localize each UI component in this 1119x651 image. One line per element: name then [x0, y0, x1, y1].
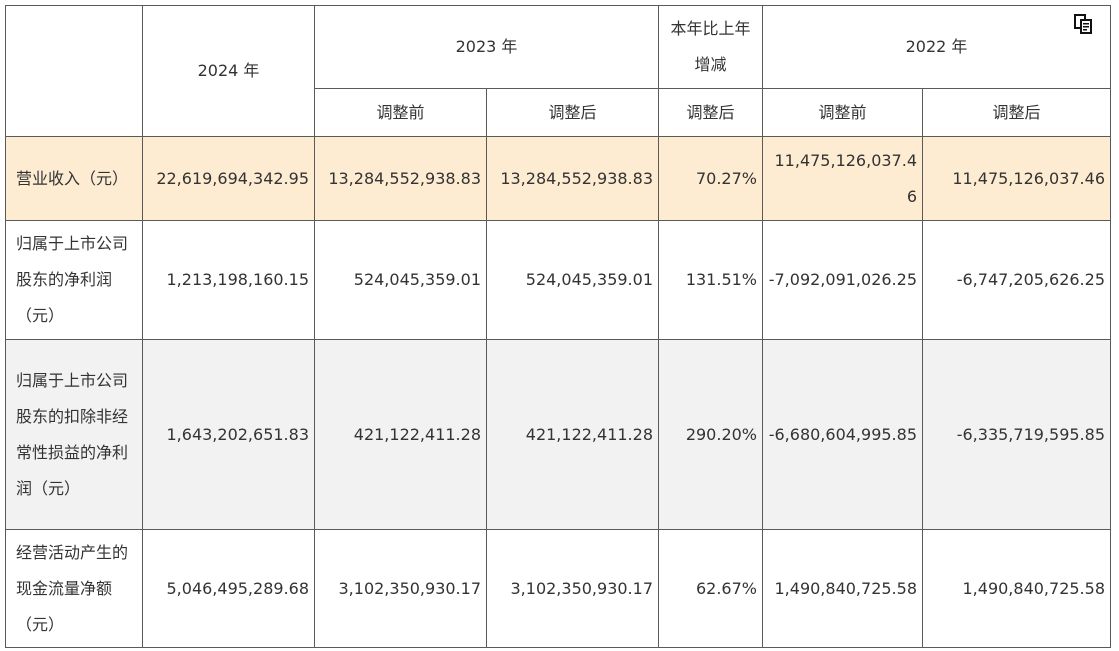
value-2023-after: 13,284,552,938.83: [486, 136, 659, 221]
value-2022-after: -6,335,719,595.85: [922, 339, 1111, 530]
value-yoy: 290.20%: [658, 339, 763, 530]
value-2024: 5,046,495,289.68: [142, 529, 315, 648]
value-yoy: 70.27%: [658, 136, 763, 221]
row-label: 归属于上市公司股东的扣除非经常性损益的净利润（元）: [5, 339, 143, 530]
header-yoy-after: 调整后: [658, 88, 763, 137]
table-row: 归属于上市公司股东的净利润（元） 1,213,198,160.15 524,04…: [5, 220, 1111, 340]
header-yoy: 本年比上年增减: [658, 5, 763, 89]
header-2023: 2023 年: [314, 5, 659, 89]
value-2023-after: 3,102,350,930.17: [486, 529, 659, 648]
value-2022-before: 1,490,840,725.58: [762, 529, 923, 648]
row-label: 归属于上市公司股东的净利润（元）: [5, 220, 143, 340]
value-2022-after: 1,490,840,725.58: [922, 529, 1111, 648]
value-2022-before: -7,092,091,026.25: [762, 220, 923, 340]
header-2022-after: 调整后: [922, 88, 1111, 137]
table-row: 营业收入（元） 22,619,694,342.95 13,284,552,938…: [5, 136, 1111, 221]
copy-icon[interactable]: [1072, 13, 1094, 35]
value-2023-before: 524,045,359.01: [314, 220, 487, 340]
value-2023-before: 3,102,350,930.17: [314, 529, 487, 648]
row-label: 经营活动产生的现金流量净额（元）: [5, 529, 143, 648]
value-2023-before: 421,122,411.28: [314, 339, 487, 530]
financial-table: 2024 年 2023 年 本年比上年增减 2022 年 调整前 调整后 调整后…: [5, 5, 1111, 648]
corner-cell: [5, 5, 143, 137]
value-2024: 1,213,198,160.15: [142, 220, 315, 340]
header-2023-before: 调整前: [314, 88, 487, 137]
value-2022-after: -6,747,205,626.25: [922, 220, 1111, 340]
header-2024: 2024 年: [142, 5, 315, 137]
table-row: 归属于上市公司股东的扣除非经常性损益的净利润（元） 1,643,202,651.…: [5, 339, 1111, 530]
value-2023-before: 13,284,552,938.83: [314, 136, 487, 221]
value-2024: 1,643,202,651.83: [142, 339, 315, 530]
header-row-2: 调整前 调整后 调整后 调整前 调整后: [6, 88, 1111, 137]
value-2022-before: -6,680,604,995.85: [762, 339, 923, 530]
value-2022-after: 11,475,126,037.46: [922, 136, 1111, 221]
value-2023-after: 421,122,411.28: [486, 339, 659, 530]
table-row: 经营活动产生的现金流量净额（元） 5,046,495,289.68 3,102,…: [5, 529, 1111, 648]
value-yoy: 131.51%: [658, 220, 763, 340]
header-2022-before: 调整前: [762, 88, 923, 137]
header-row-1: 2024 年 2023 年 本年比上年增减 2022 年: [5, 5, 1111, 137]
value-2023-after: 524,045,359.01: [486, 220, 659, 340]
header-2022: 2022 年: [762, 5, 1111, 89]
value-2024: 22,619,694,342.95: [142, 136, 315, 221]
value-yoy: 62.67%: [658, 529, 763, 648]
header-2023-after: 调整后: [486, 88, 659, 137]
value-2022-before: 11,475,126,037.46: [762, 136, 923, 221]
row-label: 营业收入（元）: [5, 136, 143, 221]
